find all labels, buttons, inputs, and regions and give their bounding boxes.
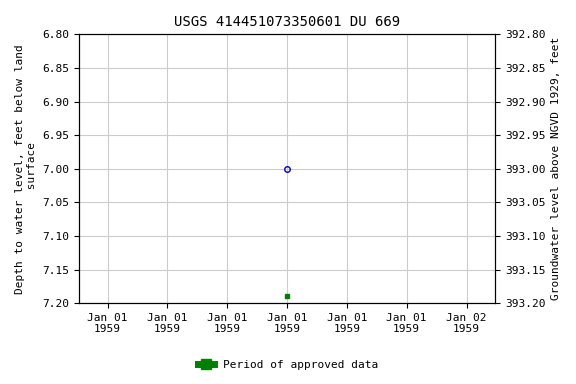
Title: USGS 414451073350601 DU 669: USGS 414451073350601 DU 669 bbox=[174, 15, 400, 29]
Y-axis label: Depth to water level, feet below land
 surface: Depth to water level, feet below land su… bbox=[15, 44, 37, 294]
Y-axis label: Groundwater level above NGVD 1929, feet: Groundwater level above NGVD 1929, feet bbox=[551, 37, 561, 300]
Legend: Period of approved data: Period of approved data bbox=[193, 356, 383, 375]
